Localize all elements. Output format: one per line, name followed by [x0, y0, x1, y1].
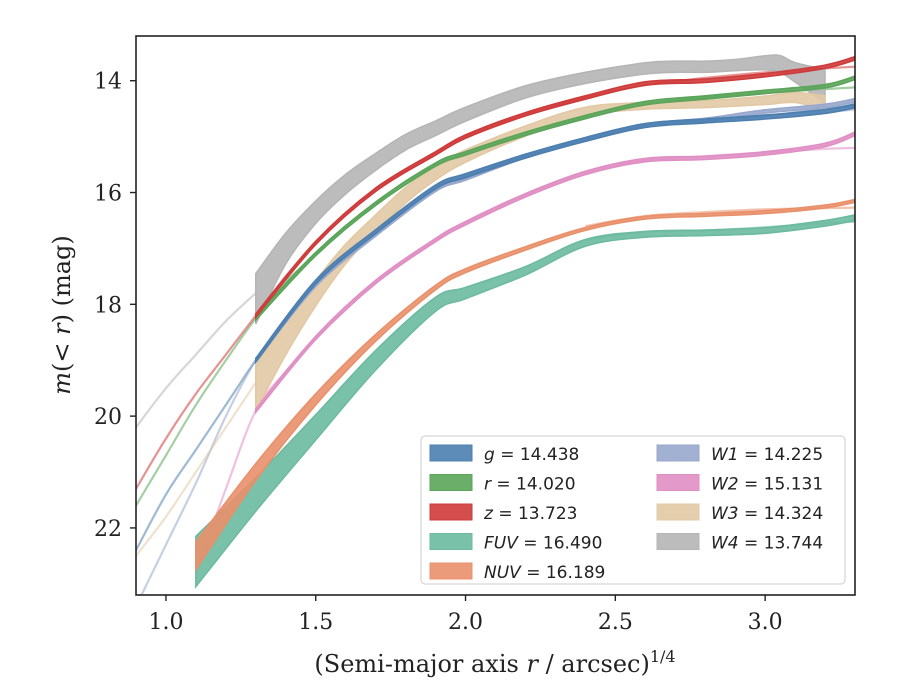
legend-swatch-w1	[656, 444, 700, 462]
legend-label-w3: W3 = 14.324	[711, 504, 823, 524]
x-tick-label: 3.0	[748, 610, 783, 635]
x-tick-label: 2.0	[448, 610, 483, 635]
legend-swatch-w3	[656, 503, 700, 521]
legend-swatch-r	[429, 474, 473, 491]
x-tick-label: 2.5	[598, 610, 633, 635]
legend-swatch-fuv	[429, 533, 473, 550]
legend: g = 14.438 r = 14.020 z = 13.723 FUV = 16.4…	[420, 435, 846, 585]
legend-label-r: r = 14.020	[484, 475, 576, 495]
plot-frame	[135, 35, 856, 596]
legend-swatch-g	[429, 444, 473, 462]
x-tick-label: 1.5	[298, 610, 333, 635]
band-w2	[255, 131, 855, 415]
legend-label-w4: W4 = 13.744	[711, 534, 823, 554]
x-tick-label: 1.0	[148, 610, 183, 635]
legend-swatch-nuv	[429, 562, 473, 580]
series-layer	[136, 54, 855, 595]
legend-box	[420, 435, 846, 585]
x-axis-label: (Semi-major axis r / arcsec)1/4	[314, 647, 675, 678]
model-line-w4	[136, 292, 257, 428]
y-tick-label: 16	[94, 182, 122, 207]
model-line-w3	[136, 381, 257, 557]
y-tick-label: 18	[94, 293, 122, 318]
band-z	[255, 55, 855, 320]
legend-label-w1: W1 = 14.225	[711, 445, 823, 465]
legend-label-z: z = 13.723	[483, 504, 577, 524]
y-tick-label: 14	[94, 70, 122, 95]
legend-swatch-w4	[656, 533, 700, 550]
legend-label-g: g = 14.438	[484, 445, 579, 465]
legend-label-nuv: NUV = 16.189	[484, 563, 605, 583]
ticks-layer: 1.0 1.5 2.0 2.5 3.0 14 16 18 20 22	[94, 70, 783, 635]
y-tick-label: 22	[94, 517, 122, 542]
y-axis-label: m(< r) (mag)	[48, 235, 76, 395]
y-tick-label: 20	[94, 405, 122, 430]
legend-label-fuv: FUV = 16.490	[484, 534, 602, 554]
legend-label-w2: W2 = 15.131	[711, 475, 823, 495]
legend-swatch-w2	[656, 474, 700, 491]
band-r	[255, 75, 855, 323]
band-g	[255, 103, 855, 365]
legend-swatch-z	[429, 503, 473, 521]
